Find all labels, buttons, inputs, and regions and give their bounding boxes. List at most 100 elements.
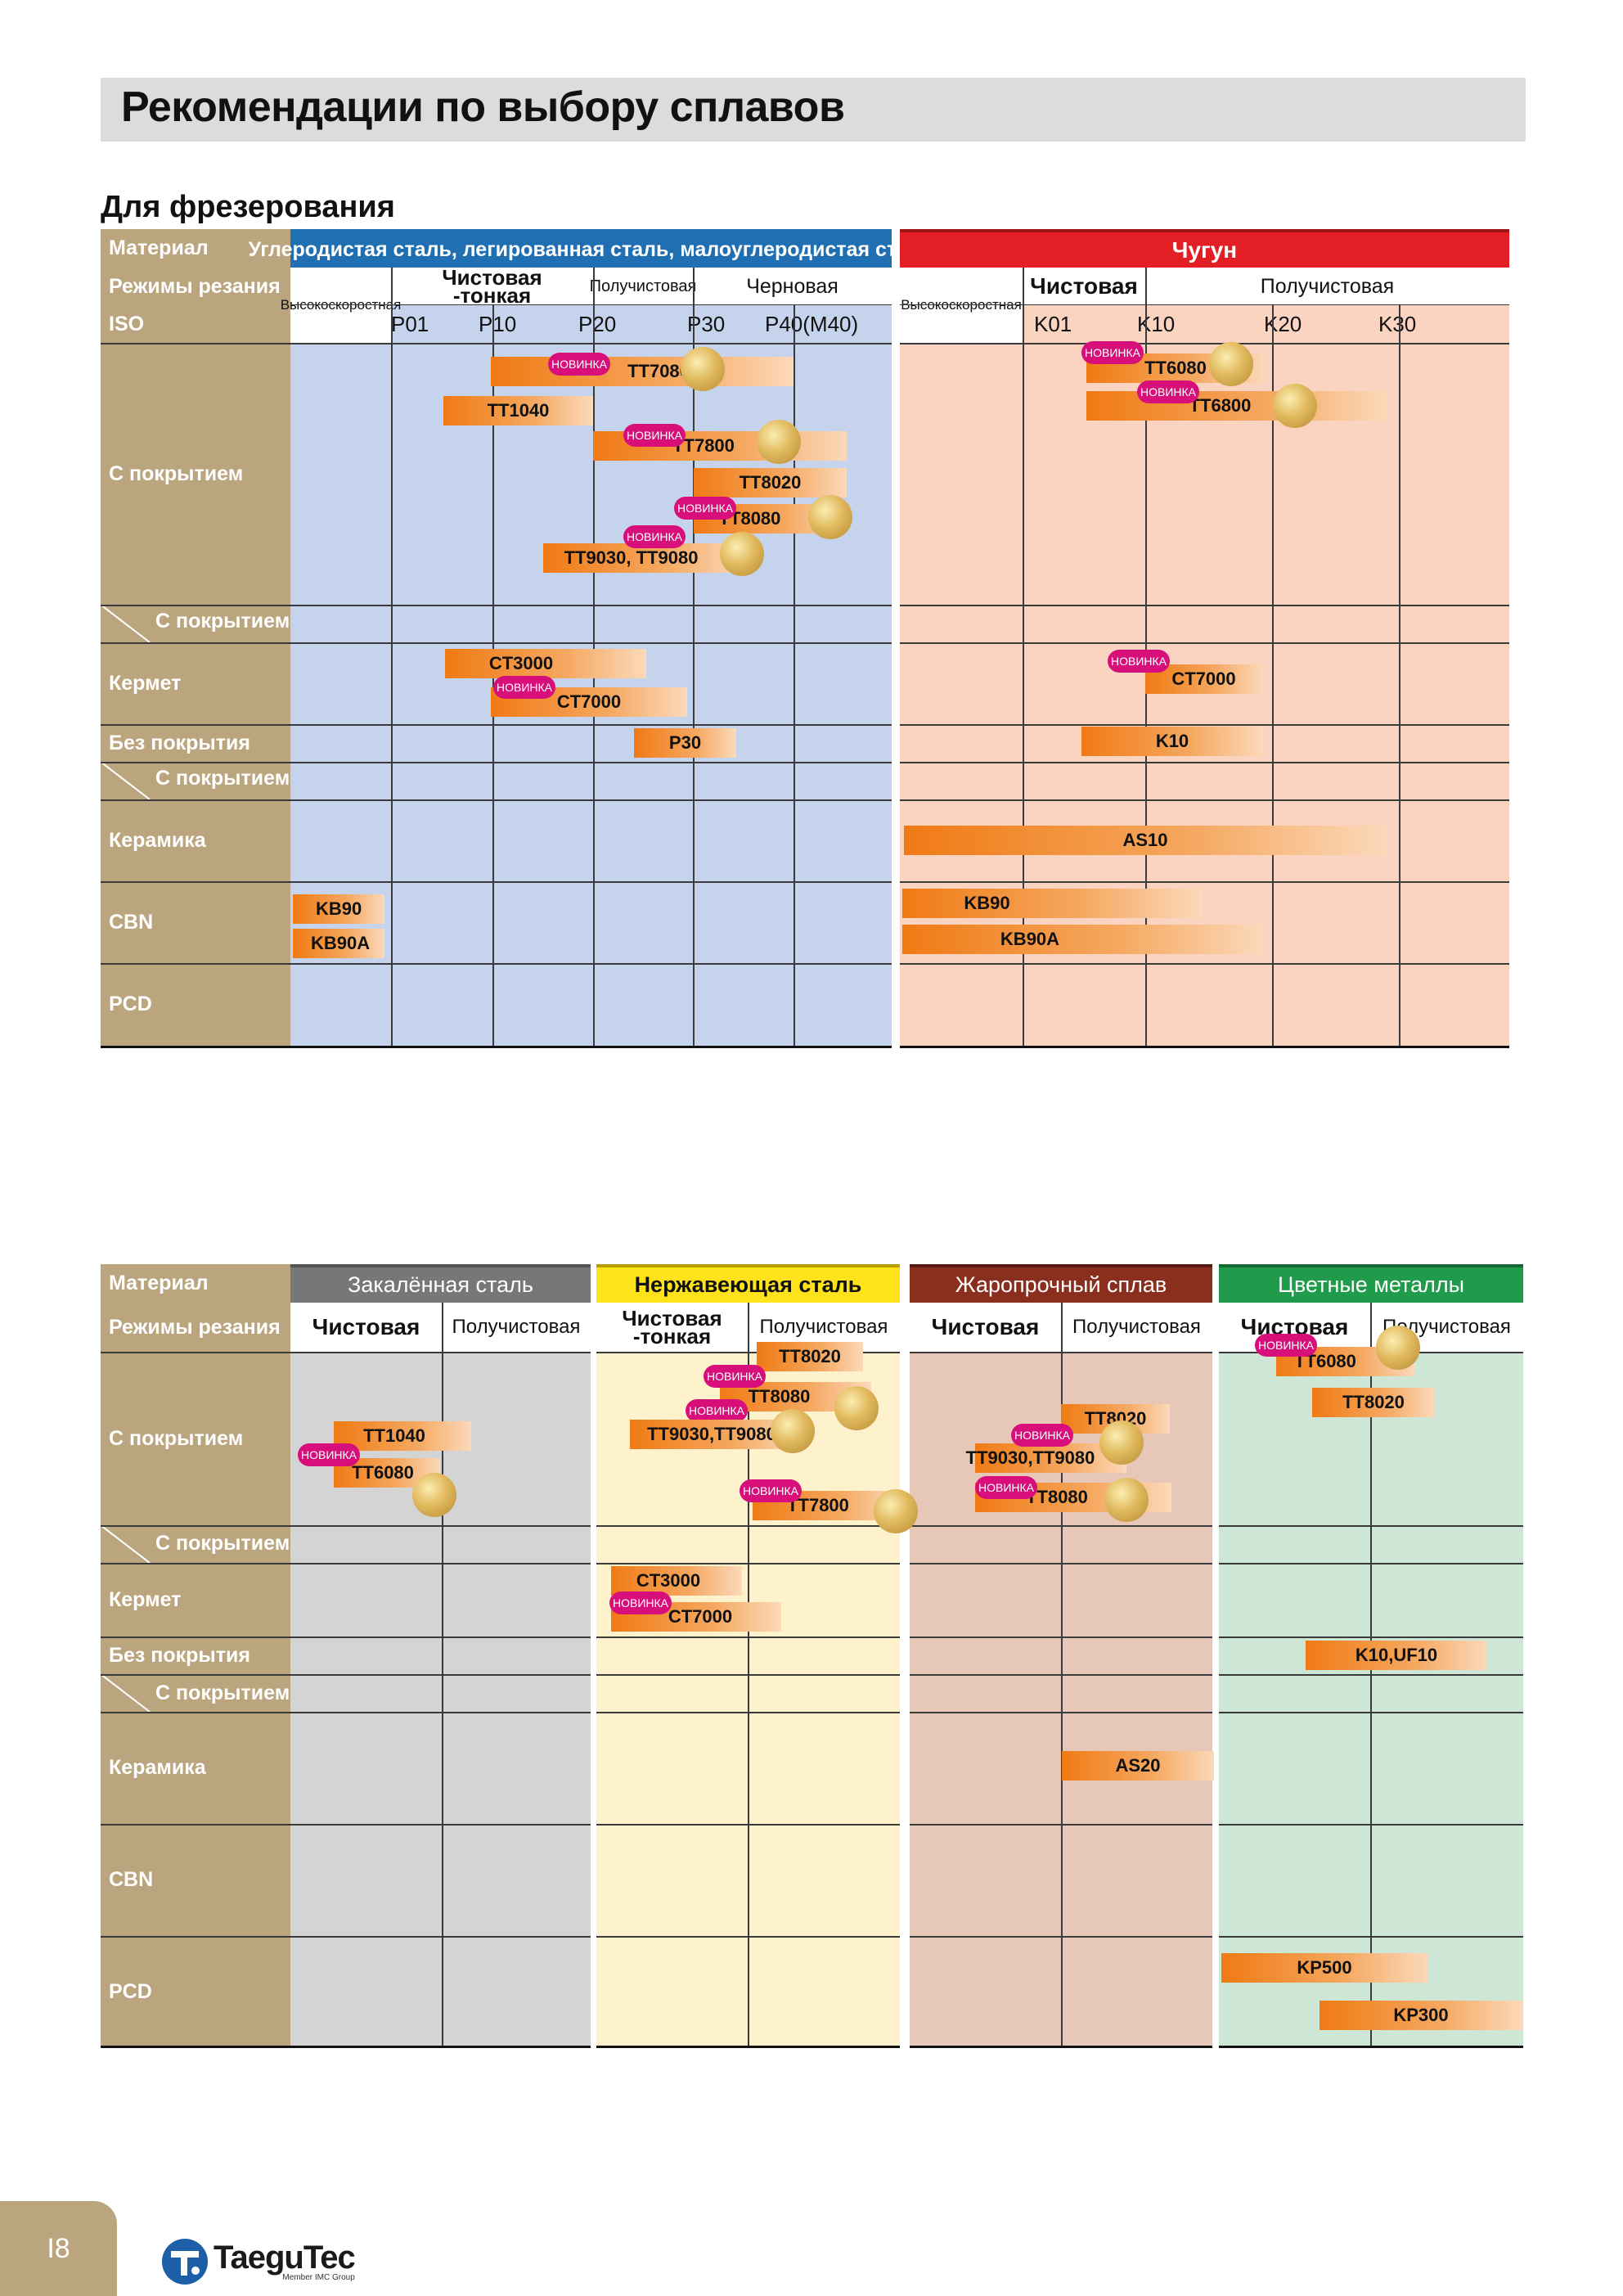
- label-uncoated: Без покрытия: [109, 1643, 250, 1667]
- steel-rough: Черновая: [693, 268, 892, 305]
- label-cermet: Кермет: [109, 1587, 182, 1611]
- grid-line: [1370, 1303, 1372, 2070]
- label-pcd: PCD: [109, 1980, 152, 2003]
- new-badge: НОВИНКА: [674, 497, 736, 520]
- label-iso: ISO: [109, 312, 145, 335]
- grid-line: [101, 762, 892, 763]
- steel-finish-thin-text: Чистовая -тонкая: [442, 265, 542, 308]
- steel-highspeed-text: Высокоскоростная: [280, 297, 402, 313]
- steel-finish-thin: Чистовая -тонкая: [391, 265, 593, 308]
- grid-line: [1399, 305, 1400, 1047]
- cast-highspeed: Высокоскоростная: [900, 268, 1023, 343]
- steel-header: Углеродистая сталь, легированная сталь, …: [249, 229, 933, 268]
- grid-line: [101, 1636, 1523, 1638]
- coin-icon: [1376, 1326, 1420, 1370]
- grade-bar: TT9030, TT9080: [543, 543, 744, 573]
- column-gap: [591, 1264, 596, 2050]
- grid-line: [101, 799, 892, 801]
- label-coated: С покрытием: [109, 1426, 244, 1450]
- grade-label: KP300: [1393, 2005, 1449, 2025]
- hardened-area: [290, 1303, 591, 2070]
- grade-label: TT9030, TT9080: [564, 547, 699, 568]
- grade-label: TT7080: [627, 361, 690, 381]
- mode-semi-text: Получистовая: [759, 1316, 888, 1338]
- iso-k30: K30: [1378, 311, 1417, 336]
- coin-icon: [808, 495, 852, 539]
- grade-bar: KP500: [1221, 1953, 1427, 1983]
- mode-finish-text: Чистовая: [312, 1314, 420, 1339]
- page-title: Рекомендации по выбору сплавов: [121, 83, 845, 131]
- coin-icon: [771, 1409, 815, 1453]
- grade-bar: K10,UF10: [1306, 1641, 1487, 1670]
- iso-k10: K10: [1137, 311, 1176, 336]
- iso-p01: P01: [391, 311, 429, 336]
- label-cbn: CBN: [109, 910, 154, 934]
- mode-finish: Чистовая: [910, 1303, 1061, 1352]
- diagonal-marker: [101, 1525, 151, 1563]
- grade-label: TT8080: [748, 1386, 811, 1407]
- grade-label: AS10: [1122, 830, 1168, 850]
- grade-label: TT1040: [363, 1425, 425, 1446]
- grid-line: [101, 1525, 1523, 1527]
- steel-rough-text: Черновая: [746, 274, 838, 298]
- grade-bar: TT8020: [1312, 1388, 1435, 1417]
- grid-line: [101, 605, 892, 606]
- grade-label: KB90: [316, 898, 362, 919]
- new-badge: НОВИНКА: [740, 1479, 802, 1502]
- steel-modes-white: [391, 268, 892, 305]
- grade-label: CT7000: [556, 691, 622, 712]
- diagonal-marker: [101, 1674, 151, 1712]
- grade-label: K10: [1155, 731, 1189, 751]
- iso-p10: P10: [479, 311, 517, 336]
- label-coated-sub-cermet: С покрытием: [155, 610, 290, 633]
- grade-label: TT8020: [779, 1346, 841, 1366]
- grade-bar: CT7000: [611, 1602, 781, 1632]
- label-ceramic: Керамика: [109, 1756, 206, 1779]
- cast-finish-text: Чистовая: [1030, 273, 1138, 299]
- hardened-header: Закалённая сталь: [290, 1264, 591, 1303]
- grid-line: [900, 799, 1509, 801]
- grid-line: [101, 963, 892, 965]
- new-badge: НОВИНКА: [1081, 341, 1144, 364]
- heatres-header: Жаропрочный сплав: [910, 1264, 1212, 1303]
- new-badge: НОВИНКА: [493, 676, 555, 699]
- grid-line: [900, 343, 1509, 344]
- grade-label: TT8020: [1342, 1392, 1405, 1412]
- mode-finish: Чистовая: [290, 1303, 442, 1352]
- heatres-header-text: Жаропрочный сплав: [955, 1272, 1167, 1297]
- grade-label: P30: [668, 732, 702, 753]
- cast-finish: Чистовая: [1023, 268, 1145, 305]
- grade-bar: AS20: [1062, 1751, 1214, 1781]
- new-badge: НОВИНКА: [1255, 1334, 1317, 1357]
- grade-label: K10,UF10: [1355, 1645, 1438, 1665]
- grade-bar: KB90A: [293, 929, 384, 958]
- grade-bar: KB90A: [902, 925, 1264, 954]
- grid-line: [101, 1824, 1523, 1826]
- mode-finish-thin: Чистовая -тонкая: [596, 1303, 748, 1352]
- bottom-mask: [290, 2048, 1534, 2073]
- grid-line: [748, 1303, 749, 2070]
- new-badge: НОВИНКА: [1011, 1424, 1073, 1447]
- grade-bar: KB90: [902, 889, 1203, 918]
- grade-label: KB90: [964, 893, 1010, 913]
- new-badge: НОВИНКА: [548, 353, 610, 376]
- grid-line: [101, 642, 892, 644]
- grade-bar: TT8020: [757, 1342, 863, 1371]
- new-badge: НОВИНКА: [609, 1591, 672, 1614]
- cast-highspeed-white: [900, 268, 1023, 343]
- new-badge: НОВИНКА: [1137, 380, 1199, 403]
- grade-label: CT7000: [668, 1606, 733, 1627]
- new-badge: НОВИНКА: [623, 424, 686, 447]
- steel-header-text: Углеродистая сталь, легированная сталь, …: [248, 238, 934, 261]
- label-coated-sub-cermet: С покрытием: [155, 1532, 290, 1555]
- iso-k20: K20: [1264, 311, 1302, 336]
- mode-finish-text: Чистовая: [931, 1314, 1040, 1339]
- taegutec-logo: TaeguTec Member IMC Group: [160, 2236, 356, 2287]
- coin-icon: [1209, 342, 1253, 386]
- logo-tagline: Member IMC Group: [282, 2273, 355, 2282]
- label-ceramic: Керамика: [109, 828, 206, 852]
- grade-label: AS20: [1115, 1755, 1161, 1776]
- coin-icon: [1104, 1478, 1149, 1522]
- grade-label: KB90A: [1000, 929, 1060, 949]
- grade-bar: TT8020: [694, 468, 847, 497]
